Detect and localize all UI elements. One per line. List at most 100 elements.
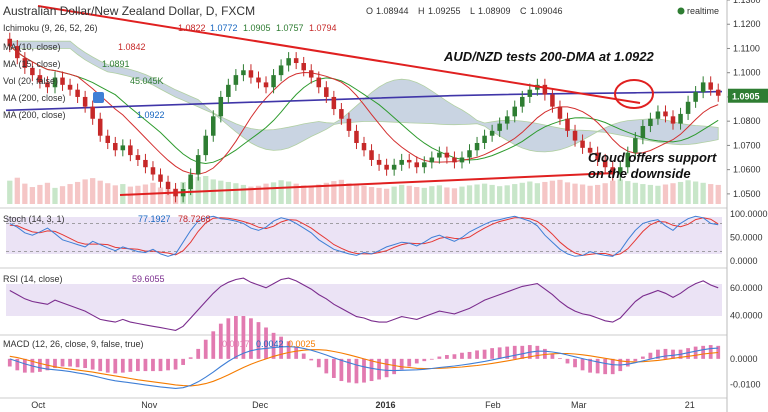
ohlc-low-key: L: [470, 6, 475, 16]
ohlc-close-value: 1.09046: [530, 6, 563, 16]
time-tick-label: Feb: [485, 400, 501, 410]
volume-bar: [655, 185, 661, 204]
candle-body: [715, 89, 721, 96]
macd-histogram-bar: [98, 358, 103, 372]
volume-bar: [233, 183, 239, 204]
ichimoku-label: Ichimoku (9, 26, 52, 26): [3, 23, 98, 33]
time-tick-label: Dec: [252, 400, 269, 410]
macd-histogram-bar: [671, 349, 675, 359]
macd-histogram-bar: [226, 318, 231, 359]
candle-body: [437, 152, 442, 158]
volume-bar: [647, 184, 654, 204]
macd-histogram-bar: [60, 358, 65, 367]
candle-body: [30, 67, 35, 76]
macd-panel: [7, 316, 721, 389]
volume-bar: [361, 185, 367, 204]
macd-histogram-bar: [347, 358, 351, 383]
volume-bar: [474, 184, 480, 204]
volume-bar: [270, 182, 277, 204]
settings-icon[interactable]: [93, 92, 104, 103]
volume-bar: [82, 179, 88, 204]
candle-body: [429, 157, 435, 163]
candle-body: [520, 96, 525, 107]
candle-body: [286, 58, 291, 66]
ohlc-close-key: C: [520, 6, 527, 16]
candle-body: [640, 126, 646, 139]
stoch-k-line: [9, 215, 719, 257]
realtime-label: realtime: [687, 6, 719, 16]
macd-histogram-bar: [203, 339, 208, 359]
volume-bar: [640, 184, 646, 204]
price-tick-label: 1.0800: [733, 116, 761, 126]
macd-histogram-bar: [120, 358, 125, 373]
candle-body: [587, 147, 593, 153]
support-trendline: [119, 172, 616, 196]
candle-body: [195, 155, 201, 175]
macd-histogram-bar: [105, 358, 110, 373]
macd-histogram-bar: [256, 322, 261, 359]
macd-histogram-bar: [693, 346, 698, 359]
volume-bar: [685, 180, 691, 204]
ma200b-label: MA (200, close): [3, 110, 66, 120]
moving-average-lines: [5, 45, 723, 175]
macd-histogram-bar: [399, 358, 404, 370]
ma10-label: MA (10, close): [3, 42, 61, 52]
ichimoku-value-2: 1.0772: [210, 23, 238, 33]
resistance-trendline: [37, 5, 641, 104]
volume-bar: [218, 180, 224, 204]
candle-body: [482, 135, 487, 143]
candle-body: [308, 70, 314, 78]
vol-label: Vol (20, false): [3, 76, 58, 86]
volume-bar: [278, 180, 284, 204]
macd-histogram-bar: [90, 358, 95, 370]
candle-body: [459, 157, 465, 163]
stoch-d-value: 78.7268: [178, 214, 211, 224]
macd-histogram-bar: [640, 356, 645, 359]
ohlc-high-value: 1.09255: [428, 6, 461, 16]
macd-histogram-bar: [211, 331, 216, 359]
macd-histogram-bar: [648, 352, 653, 359]
volume-bar: [112, 185, 118, 204]
volume-bar: [203, 176, 209, 204]
macd-histogram-bar: [663, 348, 668, 359]
candle-body: [67, 84, 73, 90]
macd-histogram-bar: [535, 345, 540, 359]
macd-histogram-bar: [520, 345, 525, 359]
realtime-dot-icon: [677, 7, 685, 15]
candle-body: [474, 142, 480, 151]
macd-histogram-bar: [633, 358, 638, 362]
ma10-value: 1.0842: [118, 42, 146, 52]
volume-bar: [368, 187, 375, 204]
volume-bar: [662, 184, 669, 204]
volume-bar: [527, 181, 533, 204]
volume-bar: [519, 182, 525, 204]
volume-bar: [595, 184, 601, 204]
volume-bar: [632, 182, 638, 204]
macd-histogram-bar: [75, 358, 80, 368]
candle-body: [700, 82, 706, 93]
macd-tick-label: -0.0100: [730, 379, 761, 389]
volume-bar: [346, 183, 352, 204]
macd-histogram-bar: [610, 358, 615, 375]
ohlc-high-key: H: [418, 6, 425, 16]
ohlc-open-value: 1.08944: [376, 6, 409, 16]
candle-body: [595, 152, 600, 160]
macd-histogram-bar: [128, 358, 133, 372]
candle-body: [497, 123, 502, 131]
candle-body: [82, 96, 88, 107]
volume-bar: [293, 183, 299, 204]
macd-histogram-bar: [505, 346, 510, 359]
candle-body: [422, 162, 427, 168]
candle-body: [293, 58, 299, 64]
candle-body: [241, 70, 246, 76]
volume-bar: [534, 183, 540, 204]
headline-annotation: AUD/NZD tests 200-DMA at 1.0922: [443, 49, 655, 64]
time-tick-label: Oct: [31, 400, 46, 410]
candle-body: [37, 75, 43, 83]
macd-histogram-bar: [331, 358, 336, 378]
macd-histogram-bar: [384, 358, 389, 378]
volume-bar: [22, 183, 28, 204]
rsi-line: [9, 277, 719, 331]
candle-body: [316, 77, 322, 88]
macd-histogram-bar: [452, 354, 457, 359]
